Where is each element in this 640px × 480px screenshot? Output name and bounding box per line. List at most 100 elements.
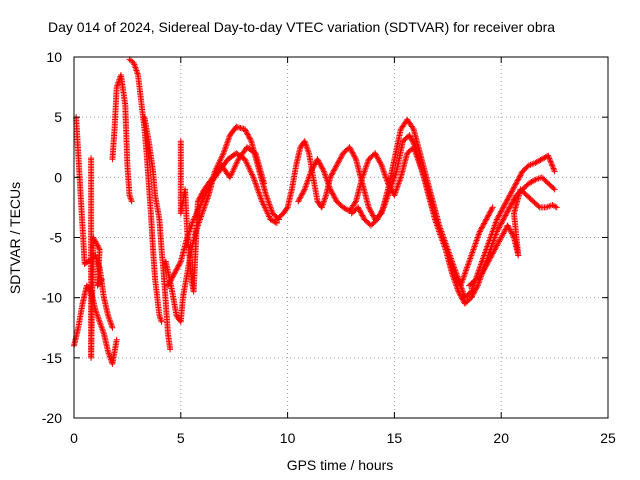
- data-point-sat-j: [295, 197, 302, 204]
- data-point-sat-i: [498, 208, 505, 215]
- data-point-sat-c: [93, 239, 100, 246]
- data-point-sat-k: [479, 223, 486, 230]
- x-tick-label: 15: [387, 430, 403, 446]
- data-point-sat-h: [169, 273, 176, 280]
- data-point-sat-l: [484, 259, 491, 266]
- data-point-sat-i: [541, 154, 548, 161]
- data-point-sat-i: [500, 204, 507, 211]
- data-point-sat-j: [316, 160, 323, 167]
- data-point-sat-h: [168, 275, 175, 282]
- data-point-sat-i: [496, 212, 503, 219]
- data-point-sat-i: [502, 200, 509, 207]
- data-point-sat-i: [508, 188, 515, 195]
- data-point-sat-i: [494, 215, 501, 222]
- data-point-sat-h: [165, 281, 172, 288]
- data-point-sat-i: [365, 204, 372, 211]
- data-point-sat-c: [97, 277, 104, 284]
- data-point-sat-k: [357, 208, 364, 215]
- data-point-sat-c: [90, 235, 97, 242]
- data-point-sat-i: [510, 185, 517, 192]
- data-point-sat-l: [488, 253, 495, 260]
- data-point-sat-h: [272, 219, 279, 226]
- data-point-sat-k: [375, 213, 382, 220]
- data-point-sat-i: [498, 207, 505, 214]
- data-point-sat-j: [457, 292, 464, 299]
- data-point-sat-h: [268, 217, 275, 224]
- data-point-sat-i: [409, 124, 416, 131]
- data-point-sat-k: [407, 134, 414, 141]
- data-point-sat-j: [458, 293, 465, 300]
- y-tick-label: 10: [46, 49, 62, 65]
- data-point-sat-i: [351, 153, 358, 160]
- data-point-sat-l: [490, 249, 497, 256]
- x-tick-label: 10: [280, 430, 296, 446]
- data-point-sat-k: [407, 133, 414, 140]
- data-point-sat-k: [408, 136, 415, 143]
- data-point-sat-h: [176, 261, 183, 268]
- data-point-sat-g: [244, 131, 251, 138]
- data-point-sat-g: [242, 127, 249, 134]
- data-point-sat-h: [174, 265, 181, 272]
- data-point-sat-k: [356, 207, 363, 214]
- data-point-sat-j: [509, 199, 516, 206]
- data-point-sat-j: [527, 179, 534, 186]
- data-point-sat-j: [329, 190, 336, 197]
- data-point-sat-j: [499, 217, 506, 224]
- data-point-sat-j: [531, 177, 538, 184]
- data-point-sat-h: [174, 263, 181, 270]
- data-point-sat-j: [459, 296, 466, 303]
- data-point-sat-c: [95, 245, 102, 252]
- data-point-sat-k: [454, 277, 461, 284]
- data-point-sat-m: [195, 197, 202, 204]
- data-point-sat-l: [506, 226, 513, 233]
- data-point-sat-l: [491, 246, 498, 253]
- data-point-sat-i: [548, 161, 555, 168]
- data-point-sat-l: [535, 203, 542, 210]
- data-point-sat-g: [246, 135, 253, 142]
- data-point-sat-j: [529, 178, 536, 185]
- data-point-sat-l: [505, 223, 512, 230]
- data-point-sat-i: [499, 205, 506, 212]
- data-point-sat-j: [508, 200, 515, 207]
- data-point-sat-i: [515, 176, 522, 183]
- y-tick-label: -15: [42, 350, 62, 366]
- data-point-sat-i: [501, 201, 508, 208]
- data-point-sat-l: [506, 225, 513, 232]
- data-point-sat-l: [485, 258, 492, 265]
- data-point-sat-j: [456, 289, 463, 296]
- data-point-sat-l: [487, 254, 494, 261]
- data-point-sat-k: [476, 228, 483, 235]
- data-point-sat-e: [158, 318, 165, 325]
- data-point-sat-l: [552, 203, 559, 210]
- data-point-sat-i: [283, 205, 290, 212]
- data-point-sat-l: [494, 241, 501, 248]
- data-point-sat-k: [453, 274, 460, 281]
- data-point-sat-i: [518, 170, 525, 177]
- data-point-sat-j: [328, 187, 335, 194]
- data-point-sat-i: [507, 191, 514, 198]
- data-point-sat-k: [374, 216, 381, 223]
- data-point-sat-k: [377, 209, 384, 216]
- data-point-sat-l: [508, 229, 515, 236]
- data-point-sat-k: [410, 140, 417, 147]
- data-point-sat-j: [376, 158, 383, 165]
- data-point-sat-j: [468, 294, 475, 301]
- data-point-sat-i: [503, 197, 510, 204]
- data-point-sat-i: [369, 211, 376, 218]
- data-point-sat-l: [488, 251, 495, 258]
- data-point-sat-j: [310, 162, 317, 169]
- data-point-sat-i: [333, 163, 340, 170]
- data-point-sat-j: [300, 189, 307, 196]
- y-axis-label: SDTVAR / TECUs: [7, 182, 23, 294]
- data-point-sat-k: [484, 213, 491, 220]
- data-point-sat-i: [513, 179, 520, 186]
- data-point-sat-i: [551, 166, 558, 173]
- data-point-sat-j: [503, 209, 510, 216]
- data-point-sat-i: [506, 192, 513, 199]
- y-tick-label: -10: [42, 290, 62, 306]
- data-point-sat-k: [455, 278, 462, 285]
- data-point-sat-j: [469, 293, 476, 300]
- x-axis-label: GPS time / hours: [287, 457, 394, 473]
- data-point-sat-j: [320, 166, 327, 173]
